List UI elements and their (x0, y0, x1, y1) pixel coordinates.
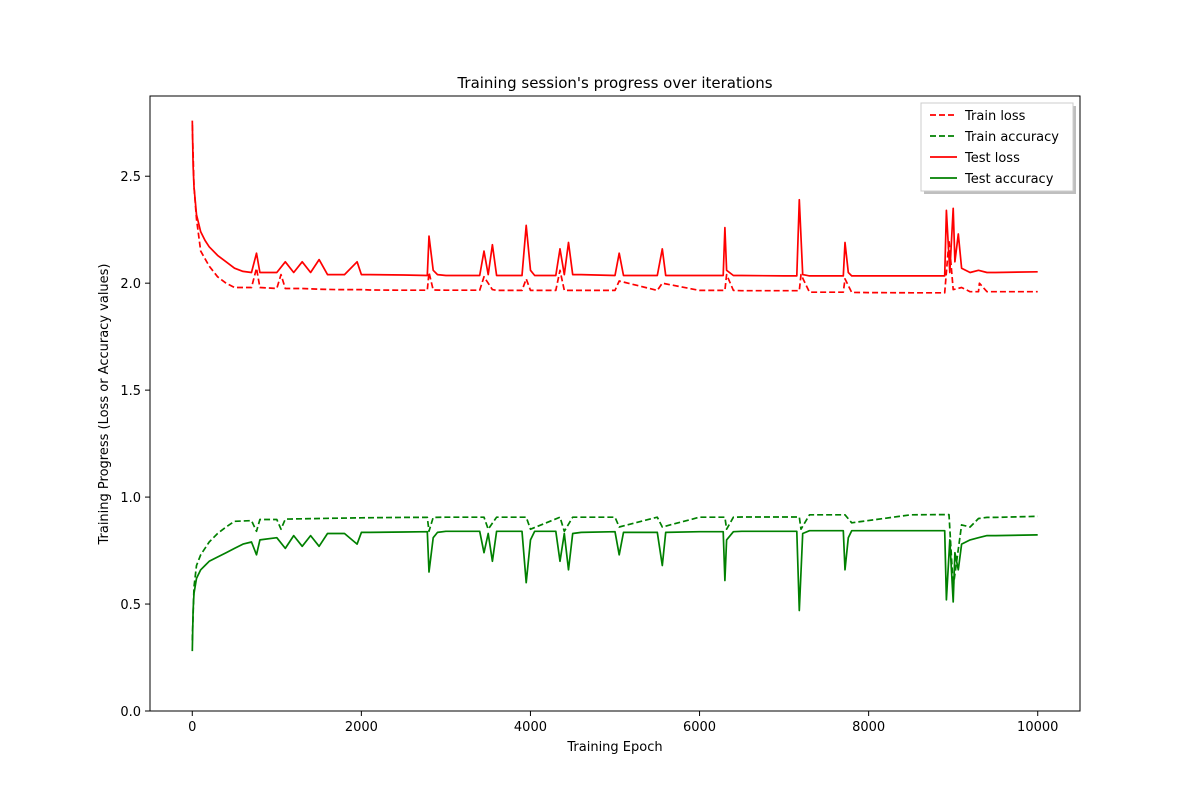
x-tick-label: 6000 (683, 720, 716, 735)
x-tick-label: 2000 (345, 720, 378, 735)
x-axis-label: Training Epoch (566, 740, 662, 755)
legend: Train loss Train accuracy Test loss Test ac… (920, 102, 1076, 194)
y-axis-label: Training Progress (Loss or Accuracy valu… (97, 263, 112, 545)
legend-label-test-loss: Test loss (964, 151, 1020, 166)
series-line-test-accuracy (191, 529, 1038, 652)
y-axis: 0.0 0.5 1.0 1.5 2.0 2.5 (120, 170, 150, 720)
y-tick-label: 1.0 (120, 491, 141, 506)
x-tick-label: 10000 (1017, 720, 1058, 735)
series-lines (191, 120, 1038, 652)
y-tick-label: 2.0 (120, 277, 141, 292)
y-tick-label: 0.5 (120, 598, 141, 613)
series-line-train-accuracy (191, 513, 1038, 641)
x-tick-label: 0 (188, 720, 196, 735)
y-tick-label: 1.5 (120, 384, 141, 399)
x-tick-label: 8000 (852, 720, 885, 735)
legend-label-train-loss: Train loss (964, 109, 1026, 124)
plot-frame (149, 95, 1081, 712)
y-tick-label: 2.5 (120, 170, 141, 185)
legend-label-train-accuracy: Train accuracy (964, 130, 1059, 145)
legend-box (920, 102, 1074, 192)
legend-label-test-accuracy: Test accuracy (964, 172, 1054, 187)
chart-title: Training session's progress over iterati… (456, 74, 772, 92)
x-tick-label: 4000 (514, 720, 547, 735)
x-axis: 0 2000 4000 6000 8000 10000 (188, 711, 1058, 735)
series-line-test-loss (191, 120, 1038, 277)
y-tick-label: 0.0 (120, 705, 141, 720)
